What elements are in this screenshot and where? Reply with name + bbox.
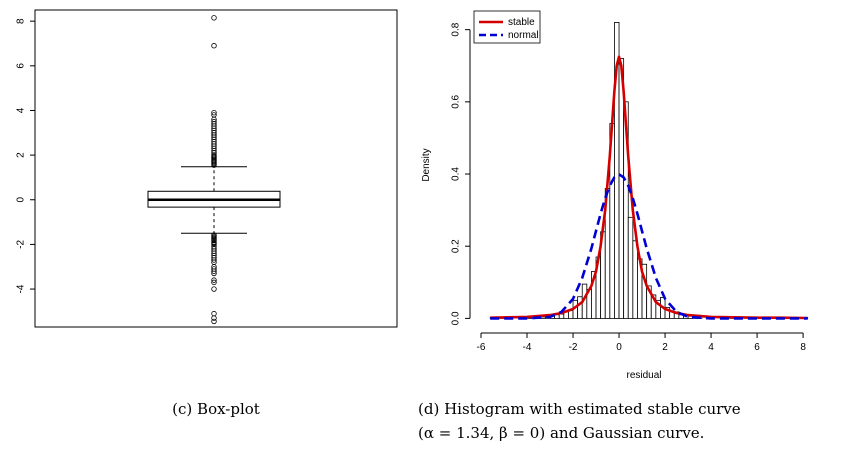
normal-curve bbox=[490, 173, 808, 320]
histogram-bar bbox=[632, 240, 638, 319]
boxplot-frame bbox=[34, 9, 398, 328]
x-tick-label: 2 bbox=[662, 342, 668, 353]
y-tick-label: -4 bbox=[16, 284, 27, 293]
caption-right-line1: (d) Histogram with estimated stable curv… bbox=[418, 400, 741, 418]
outlier-point bbox=[211, 257, 217, 263]
outlier-point bbox=[211, 109, 217, 116]
y-tick-label: 0.2 bbox=[451, 239, 462, 253]
boxplot-outliers bbox=[211, 15, 217, 325]
outlier-point bbox=[211, 279, 217, 286]
outlier-point bbox=[211, 15, 217, 21]
boxplot-body bbox=[147, 166, 281, 234]
caption-left: (c) Box-plot bbox=[172, 400, 260, 418]
histogram-bar bbox=[627, 216, 634, 319]
y-tick-label: 4 bbox=[16, 107, 27, 113]
x-tick-label: -6 bbox=[477, 342, 486, 353]
x-tick-label: 6 bbox=[754, 342, 760, 353]
outlier-point bbox=[211, 270, 217, 277]
histogram-panel: -6 -4 -2 0 2 4 6 8 0.0 0.2 0.4 0.6 0.8 residual Den… bbox=[421, 10, 809, 381]
x-tick-label: 8 bbox=[800, 342, 806, 353]
outlier-point bbox=[211, 268, 217, 274]
y-tick-label: 0.0 bbox=[451, 311, 462, 325]
y-tick-label: 0.8 bbox=[451, 22, 462, 36]
y-tick-label: 2 bbox=[16, 152, 27, 158]
histogram-y-axis: 0.0 0.2 0.4 0.6 0.8 bbox=[451, 22, 471, 325]
legend-normal-label: normal bbox=[508, 30, 539, 41]
caption-right-line2: (α = 1.34, β = 0) and Gaussian curve. bbox=[418, 424, 704, 442]
x-tick-label: -2 bbox=[569, 342, 578, 353]
boxplot-y-axis: -4 -2 0 2 4 6 8 bbox=[16, 18, 35, 294]
x-tick-label: 0 bbox=[616, 342, 622, 353]
y-tick-label: 0.6 bbox=[451, 94, 462, 108]
y-tick-label: -2 bbox=[16, 240, 27, 249]
outlier-point bbox=[211, 237, 217, 244]
y-tick-label: 6 bbox=[16, 63, 27, 69]
density-curves bbox=[490, 55, 808, 320]
boxplot-panel: -4 -2 0 2 4 6 8 bbox=[16, 9, 398, 328]
legend-stable-label: stable bbox=[508, 17, 535, 28]
outlier-point bbox=[211, 162, 217, 168]
outlier-point bbox=[211, 286, 217, 292]
legend-box bbox=[473, 10, 541, 44]
outlier-point bbox=[211, 310, 217, 317]
y-axis-title: Density bbox=[421, 148, 432, 181]
y-tick-label: 0.4 bbox=[451, 167, 462, 181]
histogram-bar bbox=[577, 296, 583, 319]
histogram-bar bbox=[540, 316, 546, 319]
outlier-point bbox=[211, 43, 217, 49]
y-tick-label: 0 bbox=[16, 197, 27, 203]
x-tick-label: -4 bbox=[523, 342, 532, 353]
x-axis-title: residual bbox=[626, 370, 661, 381]
outlier-point bbox=[211, 315, 217, 321]
outlier-point bbox=[211, 277, 217, 283]
histogram-x-axis: -6 -4 -2 0 2 4 6 8 bbox=[477, 332, 806, 353]
legend: stable normal bbox=[473, 10, 541, 44]
histogram-bar bbox=[623, 101, 629, 319]
histogram-bar bbox=[558, 313, 565, 319]
y-tick-label: 8 bbox=[16, 18, 27, 24]
histogram-bars bbox=[489, 22, 809, 319]
outlier-point bbox=[211, 318, 217, 325]
stable-curve bbox=[490, 55, 808, 320]
x-tick-label: 4 bbox=[708, 342, 714, 353]
